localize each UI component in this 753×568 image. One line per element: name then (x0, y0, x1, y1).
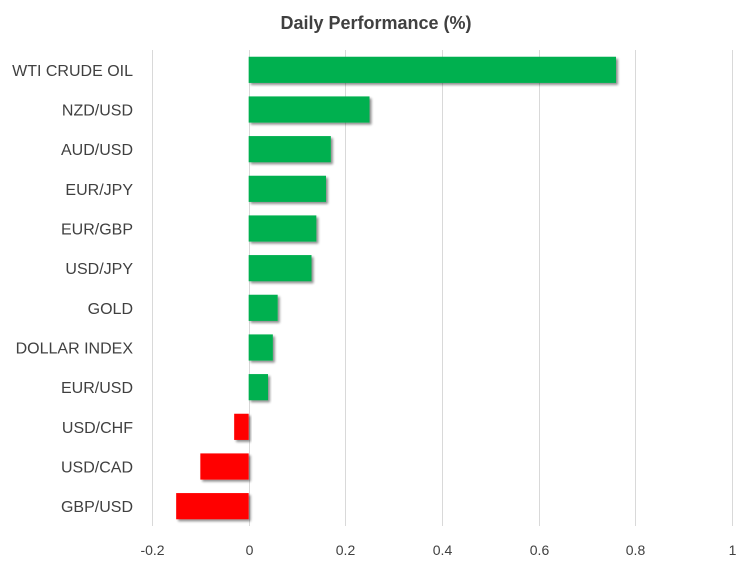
bar (248, 175, 326, 202)
category-labels: WTI CRUDE OIL NZD/USD AUD/USD EUR/JPY EUR/GB… (12, 63, 133, 516)
category-label: EUR/JPY (65, 182, 133, 199)
category-label: GBP/USD (61, 499, 133, 516)
bar (248, 374, 268, 401)
bar (248, 56, 616, 83)
bar (248, 136, 331, 163)
category-label: EUR/GBP (61, 222, 133, 239)
bar (234, 413, 249, 440)
bar (248, 294, 278, 321)
category-label: WTI CRUDE OIL (12, 63, 133, 80)
bar (248, 255, 312, 282)
bar (200, 453, 249, 480)
x-tick-label: 0 (246, 542, 254, 558)
bar (248, 215, 317, 242)
x-tick-label: 0.4 (433, 542, 453, 558)
x-tick-label: -0.2 (140, 542, 164, 558)
bars (176, 56, 616, 520)
x-tick-label: 0.8 (626, 542, 646, 558)
x-tick-label: 1 (729, 542, 737, 558)
x-tick-labels: -0.2 0 0.2 0.4 0.6 0.8 1 (140, 542, 736, 558)
chart-title: Daily Performance (%) (280, 13, 471, 33)
category-label: DOLLAR INDEX (16, 341, 134, 358)
category-label: EUR/USD (61, 380, 133, 397)
category-label: USD/CAD (61, 460, 133, 477)
bar (176, 493, 249, 520)
bar (248, 96, 370, 123)
gridlines (152, 50, 733, 526)
category-label: USD/JPY (65, 261, 133, 278)
bar (248, 334, 273, 361)
category-label: GOLD (88, 301, 133, 318)
category-label: USD/CHF (62, 420, 133, 437)
x-tick-label: 0.2 (336, 542, 356, 558)
category-label: NZD/USD (62, 103, 133, 120)
category-label: AUD/USD (61, 142, 133, 159)
x-tick-label: 0.6 (530, 542, 550, 558)
